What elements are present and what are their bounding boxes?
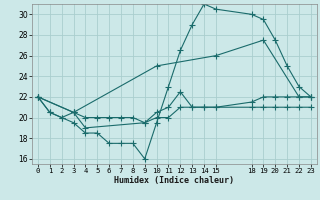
X-axis label: Humidex (Indice chaleur): Humidex (Indice chaleur) bbox=[115, 176, 234, 185]
